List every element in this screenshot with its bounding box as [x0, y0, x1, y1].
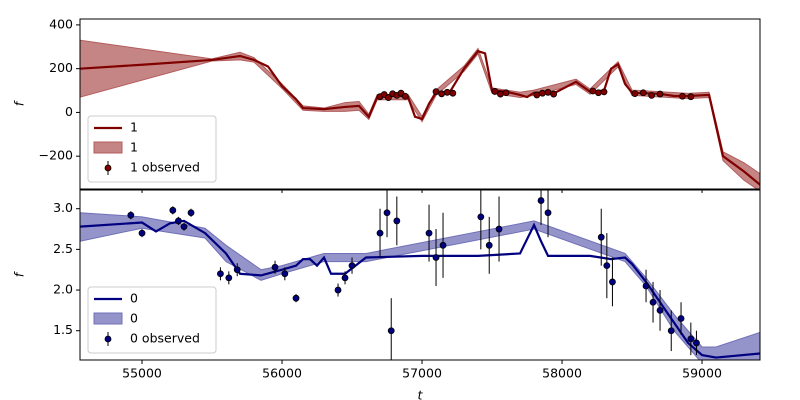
y-tick-label: 3.0: [53, 200, 73, 215]
observed-point: [495, 225, 503, 233]
y-tick-label: −200: [39, 148, 73, 163]
observed-point: [497, 90, 504, 98]
legend-text: 0: [130, 311, 138, 326]
observed-point: [631, 90, 639, 98]
observed-point: [233, 266, 241, 274]
observed-point: [667, 327, 675, 335]
observed-point: [502, 89, 510, 97]
observed-point: [687, 335, 695, 343]
y-tick-label: 2.5: [53, 241, 73, 256]
y-tick-label: 2.0: [53, 282, 73, 297]
legend-marker: [104, 335, 112, 343]
legend-box: [87, 286, 217, 354]
axes-frame: [79, 18, 761, 190]
observed-point: [217, 270, 224, 278]
observed-point: [383, 209, 391, 217]
x-tick-label: 58000: [542, 366, 582, 381]
observed-point: [225, 274, 233, 282]
observed-point: [425, 229, 433, 237]
line: [80, 219, 760, 359]
observed-point: [334, 286, 342, 294]
observed-point: [639, 89, 647, 97]
observed-point: [603, 262, 611, 270]
observed-point: [443, 88, 451, 96]
y-tick-label: 400: [49, 16, 73, 31]
legend-patch: [93, 312, 123, 325]
observed-point: [281, 270, 289, 278]
legend-marker: [104, 164, 112, 172]
observed-point: [271, 263, 279, 271]
legend-text: 0: [130, 291, 138, 306]
observed-point: [169, 206, 177, 214]
observed-point: [656, 306, 664, 314]
observed-point: [393, 217, 401, 225]
legend-text: 1: [130, 140, 138, 155]
observed-point: [127, 211, 135, 219]
observed-point: [656, 90, 664, 98]
observed-point: [439, 241, 447, 249]
legend-box: [87, 115, 217, 183]
observed-point: [491, 88, 499, 95]
observed-point: [642, 282, 650, 290]
plot-area: [80, 190, 760, 360]
observed-point: [438, 90, 446, 98]
observed-point: [432, 254, 440, 261]
observed-point: [597, 233, 605, 241]
observed-point: [679, 92, 686, 100]
observed-point: [550, 90, 558, 98]
observed-point: [600, 88, 608, 96]
observed-point: [537, 197, 545, 204]
observed-point: [693, 339, 700, 347]
observed-point: [485, 241, 493, 249]
observed-point: [138, 229, 146, 237]
observed-point: [477, 213, 485, 221]
legend-text: 1: [130, 120, 138, 135]
legend-patch: [93, 141, 123, 154]
y-tick-label: 200: [49, 60, 73, 75]
observed-point: [187, 209, 195, 217]
observed-point: [387, 327, 395, 335]
line: [80, 49, 760, 186]
y-axis-label: f: [12, 100, 27, 106]
x-tick-label: 57000: [402, 366, 442, 381]
y-axis-label: f: [12, 271, 27, 277]
observed-point: [432, 88, 440, 96]
observed-point: [401, 92, 409, 100]
legend-text: 1 observed: [130, 160, 200, 175]
observed-point: [533, 91, 541, 99]
observed-point: [589, 87, 597, 95]
observed-point: [544, 209, 552, 217]
observed-point: [539, 89, 546, 97]
y-tick-label: 0: [65, 104, 73, 119]
axes-frame: [79, 189, 761, 361]
x-axis-label: t: [418, 388, 424, 400]
observed-point: [544, 88, 552, 96]
observed-point: [376, 229, 384, 237]
observed-point: [348, 262, 356, 270]
observed-point: [595, 89, 602, 97]
observed-point: [175, 217, 182, 225]
observed-point: [649, 298, 657, 306]
y-tick-label: 1.5: [53, 322, 73, 337]
observed-point: [385, 94, 392, 101]
observed-point: [677, 315, 685, 322]
plot-area: [80, 39, 760, 189]
observed-point: [292, 294, 300, 302]
observed-point: [687, 93, 695, 101]
observed-point: [648, 91, 656, 99]
x-tick-label: 55000: [122, 366, 162, 381]
observed-point: [180, 223, 188, 231]
observed-point: [449, 89, 457, 97]
legend-text: 0 observed: [130, 331, 200, 346]
x-tick-label: 56000: [262, 366, 302, 381]
x-tick-label: 59000: [682, 366, 722, 381]
observed-point: [341, 274, 349, 282]
observed-point: [609, 278, 616, 286]
